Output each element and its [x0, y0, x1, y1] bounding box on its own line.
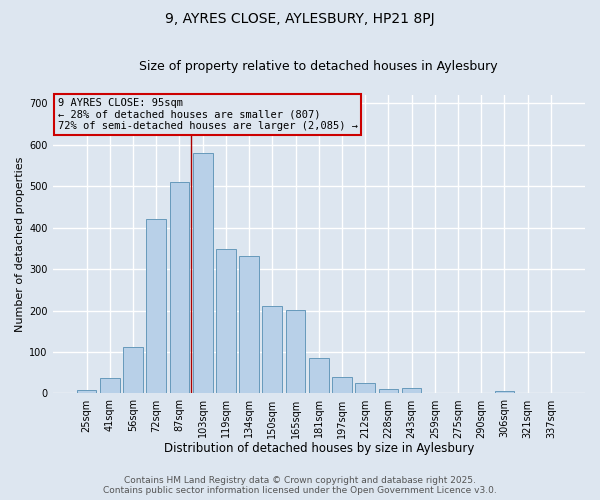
- Text: 9 AYRES CLOSE: 95sqm
← 28% of detached houses are smaller (807)
72% of semi-deta: 9 AYRES CLOSE: 95sqm ← 28% of detached h…: [58, 98, 358, 131]
- Text: Contains HM Land Registry data © Crown copyright and database right 2025.
Contai: Contains HM Land Registry data © Crown c…: [103, 476, 497, 495]
- Bar: [494, 392, 514, 394]
- Bar: [216, 249, 236, 394]
- Bar: [123, 347, 143, 394]
- Bar: [355, 383, 375, 394]
- Bar: [146, 220, 166, 394]
- Bar: [100, 378, 119, 394]
- Bar: [332, 377, 352, 394]
- Bar: [77, 390, 97, 394]
- Bar: [402, 388, 421, 394]
- Bar: [170, 182, 190, 394]
- X-axis label: Distribution of detached houses by size in Aylesbury: Distribution of detached houses by size …: [164, 442, 474, 455]
- Bar: [379, 390, 398, 394]
- Bar: [286, 310, 305, 394]
- Y-axis label: Number of detached properties: Number of detached properties: [15, 156, 25, 332]
- Bar: [262, 306, 282, 394]
- Bar: [239, 256, 259, 394]
- Text: 9, AYRES CLOSE, AYLESBURY, HP21 8PJ: 9, AYRES CLOSE, AYLESBURY, HP21 8PJ: [165, 12, 435, 26]
- Bar: [193, 153, 212, 394]
- Title: Size of property relative to detached houses in Aylesbury: Size of property relative to detached ho…: [139, 60, 498, 73]
- Bar: [309, 358, 329, 394]
